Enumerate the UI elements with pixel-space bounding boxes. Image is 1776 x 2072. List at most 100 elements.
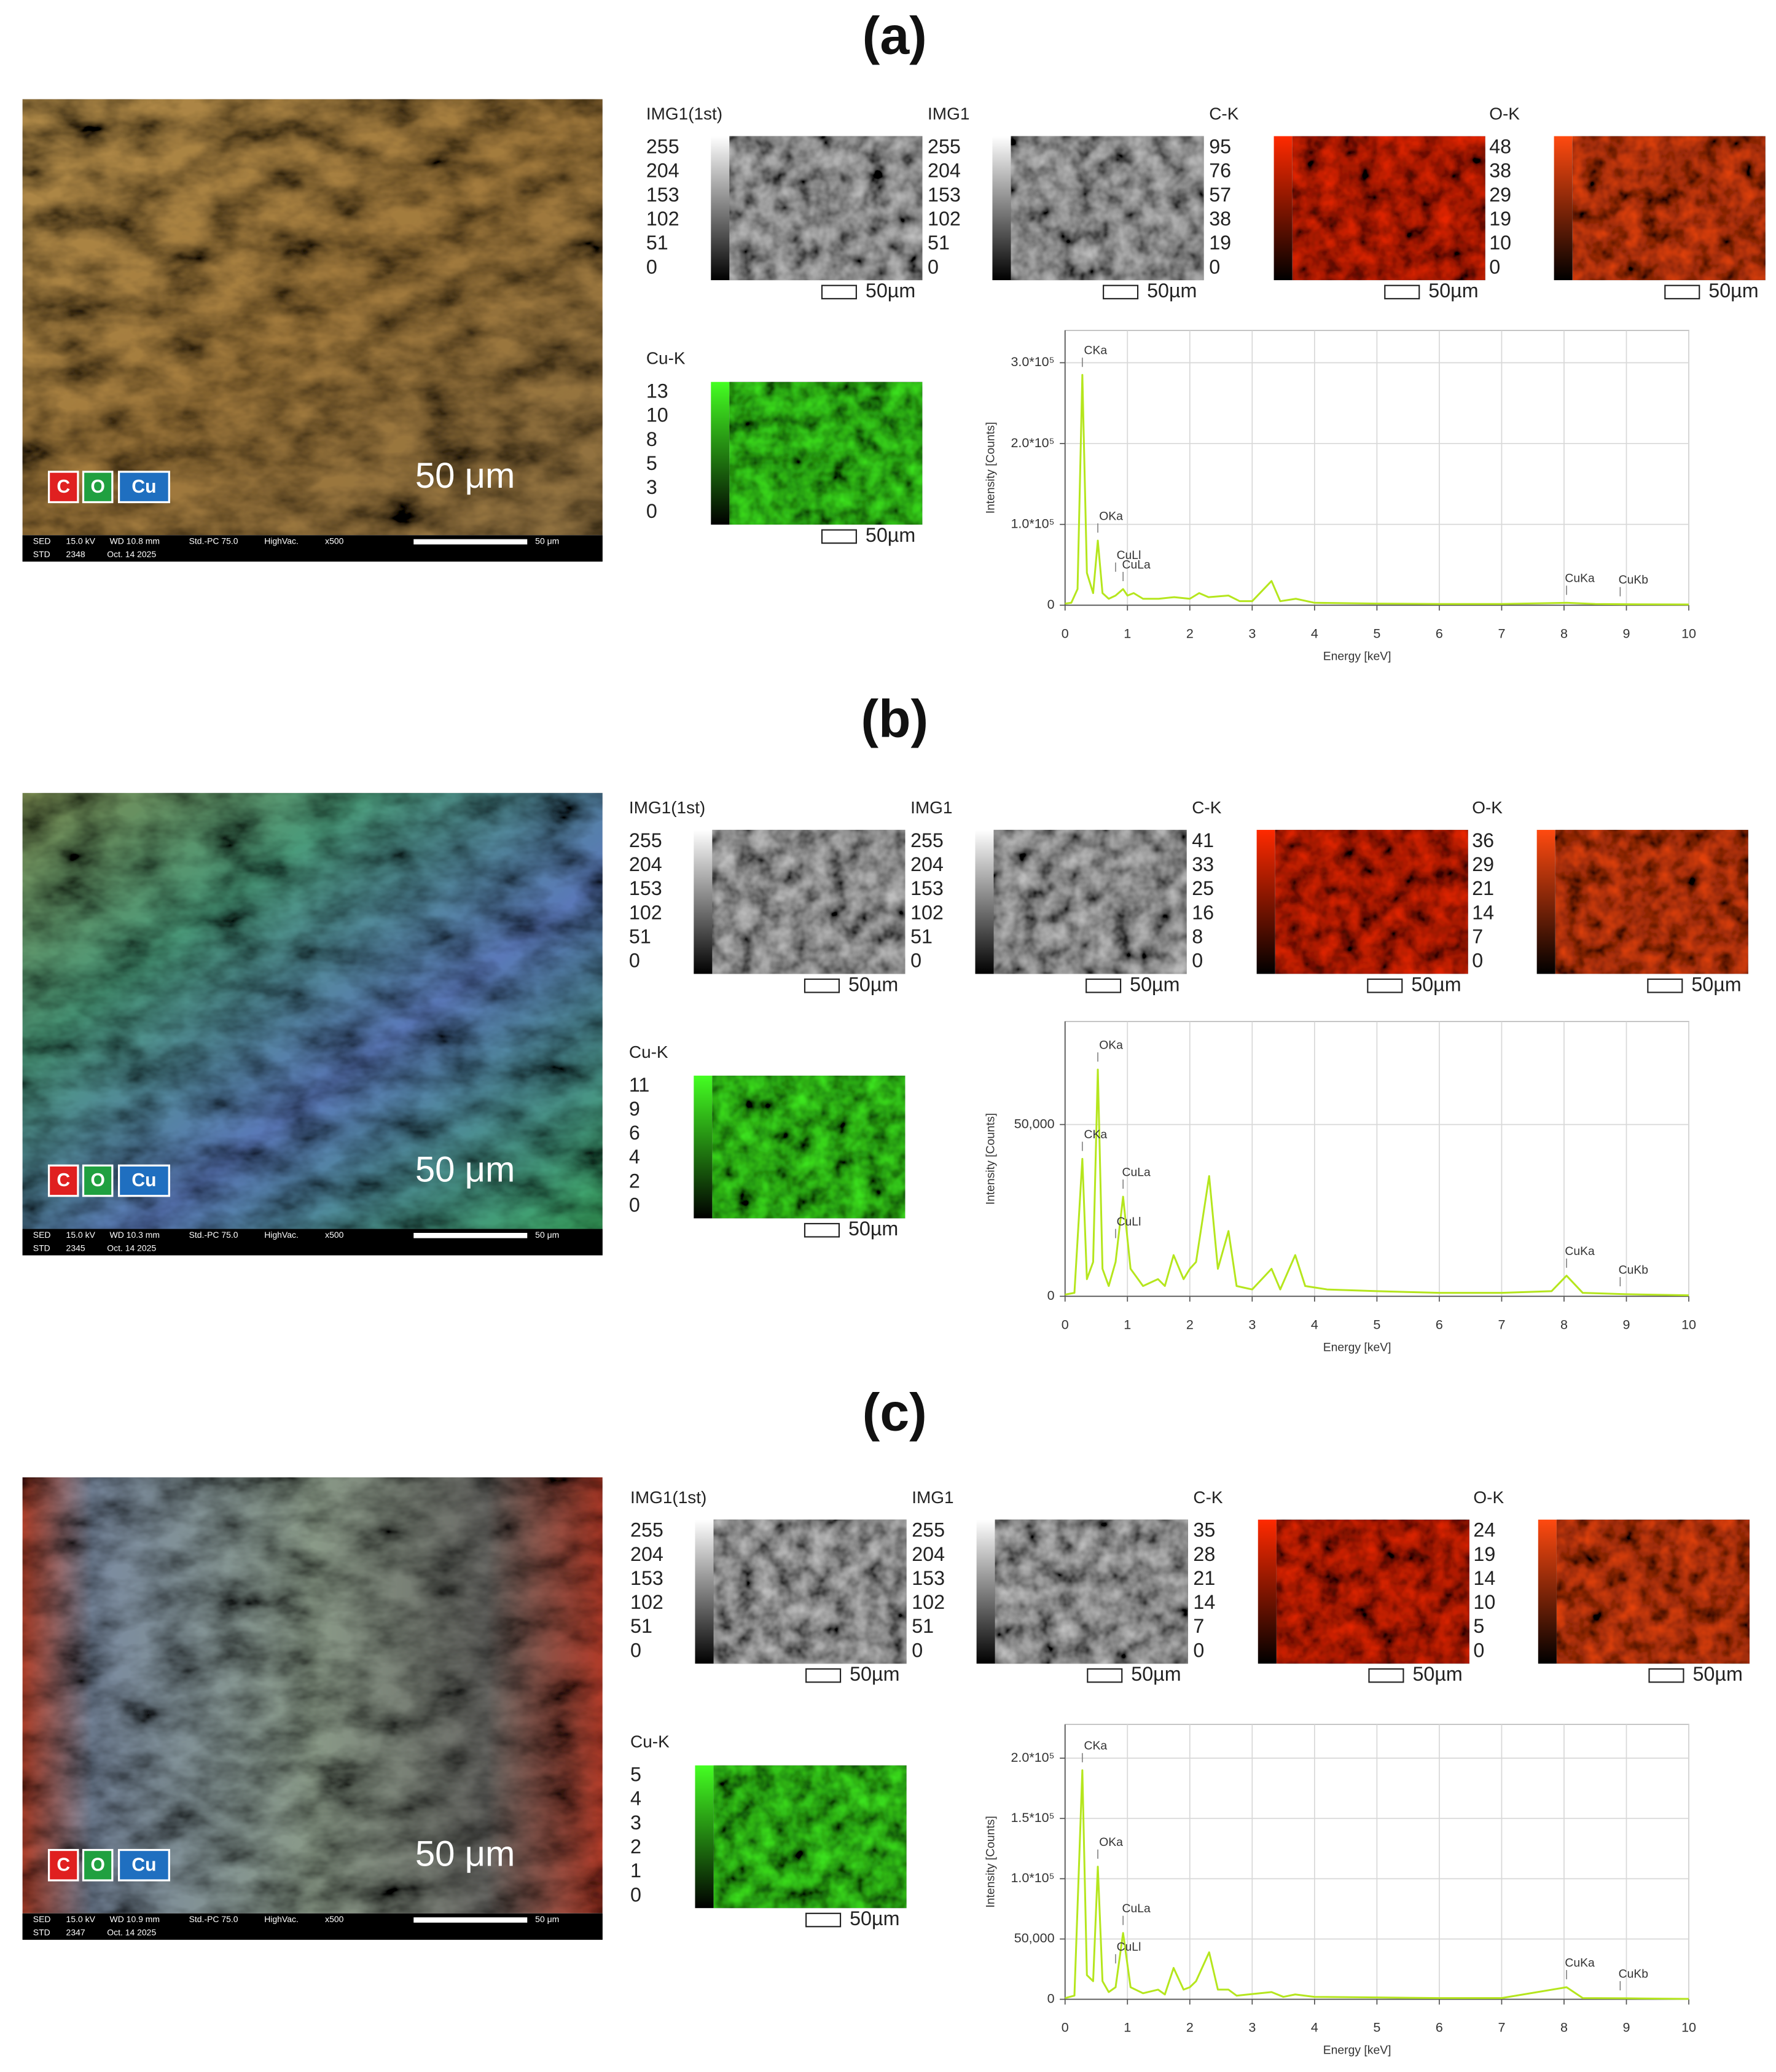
sem-info: HighVac. bbox=[264, 536, 299, 546]
map-scale-label: 0 bbox=[646, 256, 657, 278]
sem-info: 2345 bbox=[66, 1243, 85, 1253]
scale-bar-label: 50µm bbox=[1131, 1663, 1181, 1685]
map-image bbox=[712, 829, 906, 974]
map-scale-label: 2 bbox=[629, 1170, 640, 1192]
x-tick-label: 3 bbox=[1248, 2020, 1256, 2035]
map-scale-label: 51 bbox=[910, 925, 933, 947]
peak-label: CuLl bbox=[1117, 1941, 1141, 1954]
map-scale-label: 0 bbox=[1472, 950, 1483, 972]
map-scale-label: 0 bbox=[928, 256, 939, 278]
scale-bar-label: 50µm bbox=[1691, 973, 1741, 995]
sem-scale-bar-label: 50 μm bbox=[535, 1914, 559, 1924]
map-scale-label: 2 bbox=[630, 1835, 641, 1858]
map-scale-label: 0 bbox=[912, 1639, 923, 1661]
map-image bbox=[1556, 1519, 1750, 1664]
map-scale-label: 48 bbox=[1489, 136, 1511, 158]
sem-info: 15.0 kV bbox=[66, 1914, 96, 1924]
legend-label: C bbox=[57, 1170, 70, 1190]
map-image bbox=[1572, 136, 1766, 281]
y-tick-label: 0 bbox=[1047, 1288, 1055, 1303]
map-scale-label: 204 bbox=[629, 853, 662, 875]
map-scale-label: 51 bbox=[630, 1615, 652, 1637]
scale-bar-label: 50µm bbox=[1130, 973, 1179, 995]
map-label: C-K bbox=[1209, 104, 1238, 123]
peak-label: OKa bbox=[1099, 1835, 1123, 1849]
map-scale-label: 102 bbox=[629, 901, 662, 923]
map-label: IMG1 bbox=[910, 798, 952, 817]
map-scale-label: 8 bbox=[1192, 925, 1203, 947]
x-tick-label: 7 bbox=[1498, 1317, 1505, 1332]
map-colorbar bbox=[975, 829, 994, 974]
map-scale-label: 255 bbox=[910, 829, 944, 851]
map-image bbox=[995, 1519, 1188, 1664]
x-tick-label: 9 bbox=[1623, 1317, 1630, 1332]
legend-label: C bbox=[57, 477, 70, 497]
map-scale-label: 204 bbox=[630, 1543, 663, 1565]
map-scale-label: 0 bbox=[630, 1639, 641, 1661]
peak-label: CuLl bbox=[1117, 549, 1141, 562]
panel-label: (b) bbox=[861, 689, 928, 748]
scale-bar-label: 50µm bbox=[848, 1218, 898, 1240]
map-image bbox=[1555, 829, 1748, 974]
sem-scale-label: 50 μm bbox=[415, 1149, 515, 1189]
map-scale-label: 29 bbox=[1472, 853, 1494, 875]
map-colorbar bbox=[695, 1519, 714, 1664]
legend-label: O bbox=[90, 477, 104, 497]
y-tick-label: 50,000 bbox=[1014, 1931, 1055, 1945]
panel-label: (a) bbox=[863, 6, 927, 65]
y-tick-label: 1.0*10⁵ bbox=[1011, 516, 1054, 531]
scale-bar bbox=[804, 1222, 840, 1238]
sem-scale-bar-label: 50 μm bbox=[535, 1230, 559, 1240]
sem-image bbox=[22, 99, 603, 536]
peak-label: CKa bbox=[1084, 1739, 1108, 1753]
x-tick-label: 4 bbox=[1311, 626, 1318, 641]
spectrum-line bbox=[1065, 373, 1689, 606]
sem-info: STD bbox=[33, 1928, 50, 1937]
sem-info: WD 10.9 mm bbox=[110, 1914, 160, 1924]
x-tick-label: 3 bbox=[1248, 626, 1256, 641]
y-tick-label: 2.0*10⁵ bbox=[1011, 436, 1054, 450]
legend-box bbox=[47, 471, 79, 504]
scale-bar-label: 50µm bbox=[848, 973, 898, 995]
map-scale-label: 0 bbox=[629, 1194, 640, 1216]
scale-bar bbox=[821, 529, 857, 544]
sem-info: Oct. 14 2025 bbox=[107, 549, 156, 559]
sem-info: SED bbox=[33, 1230, 51, 1240]
map-scale-label: 255 bbox=[630, 1519, 663, 1541]
map-scale-label: 153 bbox=[646, 184, 679, 206]
map-scale-label: 1 bbox=[630, 1859, 641, 1882]
sem-scale-bar bbox=[413, 1917, 528, 1923]
sem-info: x500 bbox=[325, 1230, 344, 1240]
map-scale-label: 7 bbox=[1193, 1615, 1204, 1637]
map-scale-label: 7 bbox=[1472, 925, 1483, 947]
map-scale-label: 14 bbox=[1473, 1567, 1495, 1589]
map-scale-label: 51 bbox=[912, 1615, 934, 1637]
map-colorbar bbox=[1536, 829, 1555, 974]
peak-label: CuKa bbox=[1565, 572, 1595, 585]
legend-label: Cu bbox=[131, 1855, 156, 1875]
map-colorbar bbox=[695, 1765, 714, 1909]
legend-box bbox=[117, 1848, 170, 1882]
x-tick-label: 9 bbox=[1623, 2020, 1630, 2035]
x-axis-label: Energy [keV] bbox=[1323, 2044, 1391, 2057]
sem-info: Std.-PC 75.0 bbox=[189, 1914, 238, 1924]
map-scale-label: 10 bbox=[1489, 232, 1511, 254]
legend-box bbox=[117, 471, 170, 504]
scale-bar bbox=[1087, 1668, 1123, 1683]
map-scale-label: 255 bbox=[629, 829, 662, 851]
map-colorbar bbox=[694, 1076, 713, 1219]
y-tick-label: 50,000 bbox=[1014, 1116, 1055, 1131]
map-scale-label: 21 bbox=[1472, 877, 1494, 899]
map-scale-label: 6 bbox=[629, 1122, 640, 1144]
legend-box bbox=[47, 1848, 79, 1882]
sem-info: HighVac. bbox=[264, 1230, 299, 1240]
map-colorbar bbox=[694, 829, 713, 974]
map-scale-label: 102 bbox=[928, 208, 961, 230]
y-tick-label: 3.0*10⁵ bbox=[1011, 354, 1054, 369]
map-scale-label: 14 bbox=[1472, 901, 1494, 923]
sem-info: Std.-PC 75.0 bbox=[189, 1230, 238, 1240]
scale-bar-label: 50µm bbox=[1428, 280, 1478, 302]
map-image bbox=[1292, 136, 1485, 281]
x-tick-label: 5 bbox=[1373, 1317, 1380, 1332]
